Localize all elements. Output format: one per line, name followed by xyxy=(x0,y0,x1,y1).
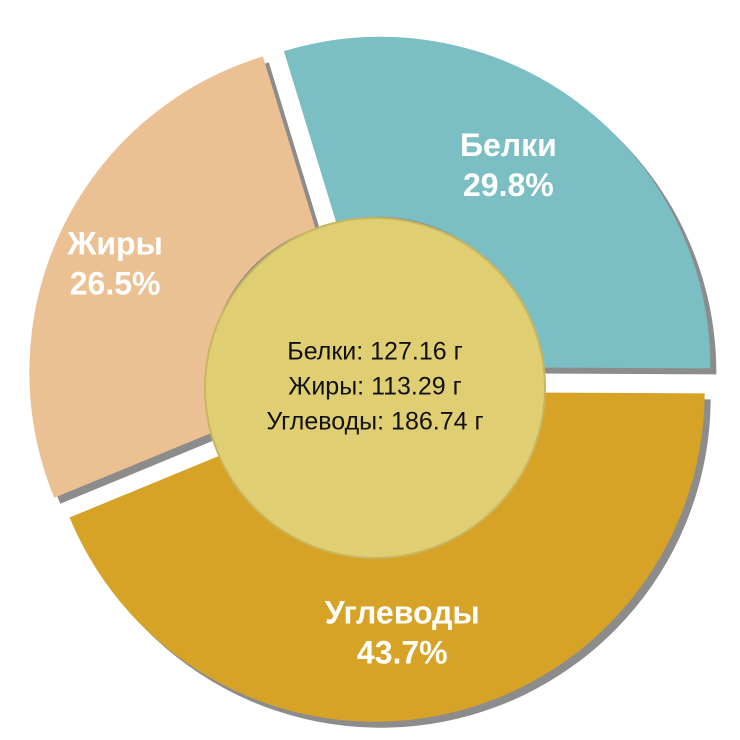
slice-value-label: 29.8% xyxy=(463,167,554,203)
slice-label: Углеводы xyxy=(325,595,480,631)
slice-value-label: 43.7% xyxy=(357,635,448,671)
slice xyxy=(283,36,711,369)
center-circle xyxy=(204,217,546,559)
center-line: Углеводы: 186.74 г xyxy=(266,408,483,436)
slice-value-label: 26.5% xyxy=(70,265,161,301)
slice-label: Жиры xyxy=(66,225,162,261)
slice xyxy=(29,56,316,498)
center-line: Жиры: 113.29 г xyxy=(288,373,462,401)
slice-label: Белки xyxy=(460,127,557,163)
center-line: Белки: 127.16 г xyxy=(287,338,462,366)
